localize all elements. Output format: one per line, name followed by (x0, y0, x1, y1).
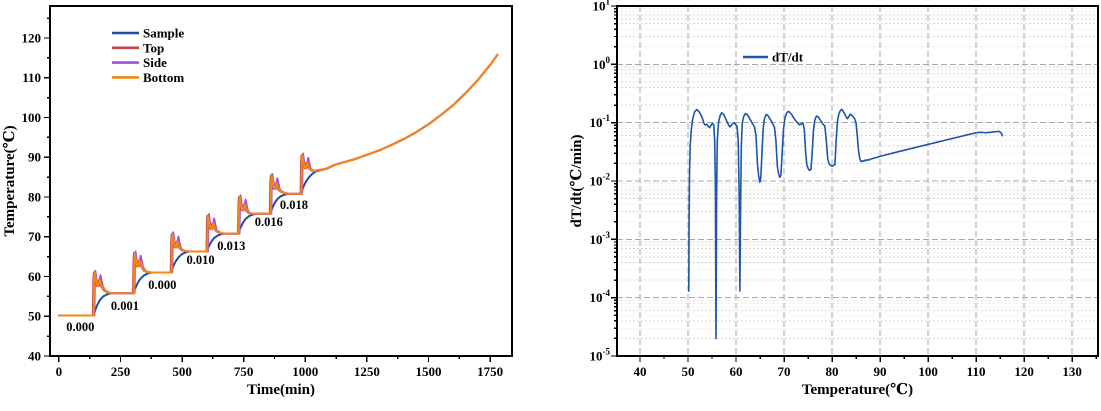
legend-label-bottom: Bottom (143, 70, 184, 85)
x-tick-label: 1500 (415, 364, 441, 379)
y-axis-label: dT/dt(℃/min) (569, 135, 585, 228)
x-tick-label: 110 (967, 364, 986, 379)
x-tick-label: 60 (730, 364, 743, 379)
x-tick-label: 70 (778, 364, 791, 379)
x-tick-label: 1000 (292, 364, 318, 379)
series-group (57, 53, 499, 317)
x-tick-label: 40 (634, 364, 647, 379)
y-tick-label: 10-3 (590, 230, 611, 247)
chart-dtdt-vs-temperature: 40 50 60 70 80 90 100 110 120 130 10-5 10-4 10-3 10-2… (569, 0, 1099, 398)
y-tick-label: 10-2 (590, 172, 611, 189)
y-tick-label: 10-4 (590, 288, 611, 305)
series-line-dtdt (687, 108, 1004, 340)
annotation-label: 0.000 (66, 320, 94, 334)
y-tick-label: 100 (22, 110, 42, 125)
x-tick-label: 1250 (354, 364, 380, 379)
x-tick-label: 250 (111, 364, 131, 379)
ticks (44, 17, 491, 362)
x-tick-label: 50 (682, 364, 695, 379)
plot-border (49, 5, 513, 357)
x-tick-label: 80 (826, 364, 839, 379)
y-tick-label: 90 (28, 150, 41, 165)
series-line-bottom (57, 53, 499, 317)
y-tick-label: 120 (22, 30, 42, 45)
legend-label-dtdt: dT/dt (772, 50, 804, 65)
annotation-label: 0.001 (111, 299, 139, 313)
annotation-label: 0.018 (280, 198, 308, 212)
x-tick-label: 1750 (477, 364, 503, 379)
x-tick-label: 100 (918, 364, 938, 379)
legend-label-side: Side (143, 55, 167, 70)
annotation-label: 0.016 (255, 215, 283, 229)
x-tick-label: 120 (1014, 364, 1034, 379)
x-tick-label: 0 (56, 364, 63, 379)
series-group (687, 108, 1004, 340)
x-tick-label: 500 (172, 364, 192, 379)
annotation-label: 0.013 (217, 239, 245, 253)
y-tick-label: 60 (28, 269, 41, 284)
chart-temperature-vs-time: 0 250 500 750 1000 1250 1500 1750 40 50 60 70 80 90 10… (2, 5, 513, 398)
annotation-label: 0.000 (148, 278, 176, 292)
x-tick-label: 90 (874, 364, 887, 379)
y-tick-label: 50 (28, 309, 41, 324)
x-axis-label: Time(min) (247, 382, 315, 398)
y-tick-label: 40 (28, 349, 41, 364)
legend-label-sample: Sample (143, 26, 184, 41)
y-tick-label: 10-1 (590, 113, 611, 130)
y-tick-label: 80 (28, 189, 41, 204)
x-tick-label: 750 (234, 364, 254, 379)
legend-label-top: Top (143, 40, 164, 55)
y-tick-label: 100 (593, 55, 611, 72)
gridlines (617, 5, 1098, 357)
x-tick-label: 130 (1062, 364, 1082, 379)
annotation-label: 0.010 (186, 253, 214, 267)
y-tick-label: 70 (28, 229, 41, 244)
y-axis-label: Temperature(℃) (2, 125, 18, 236)
ticks (611, 5, 1097, 362)
y-tick-label: 110 (22, 70, 41, 85)
y-tick-label: 10-5 (590, 347, 611, 364)
x-axis-label: Temperature(℃) (802, 382, 913, 398)
y-tick-label: 101 (593, 0, 611, 14)
